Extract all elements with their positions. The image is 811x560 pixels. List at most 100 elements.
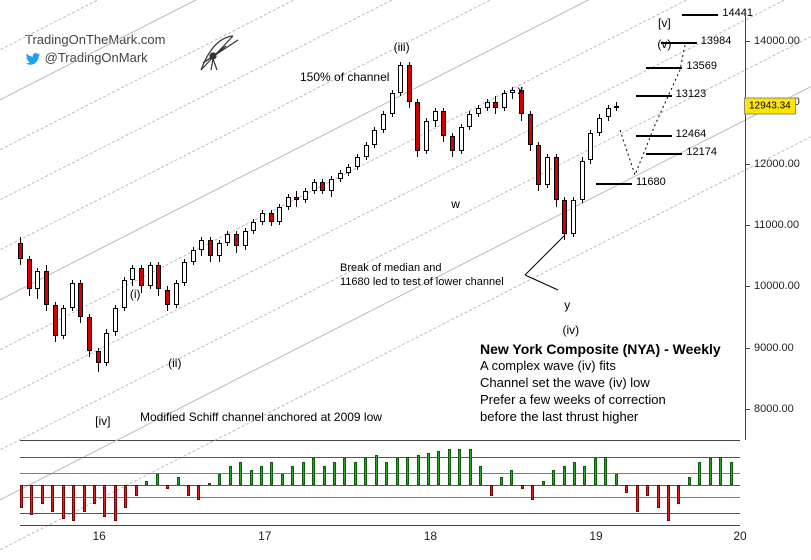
indicator-bar	[156, 474, 159, 485]
x-tick-label: 16	[93, 529, 106, 543]
chart-note-4: before the last thrust higher	[480, 409, 721, 426]
indicator-bar	[427, 453, 430, 485]
indicator-bar	[552, 470, 555, 485]
indicator-bar	[166, 485, 169, 489]
indicator-bar	[458, 449, 461, 485]
chart-title: New York Composite (NYA) - Weekly	[480, 340, 721, 358]
indicator-bar	[437, 451, 440, 485]
y-tick-label: 11000.00	[754, 219, 799, 231]
wave-label: [iv]	[95, 414, 110, 428]
indicator-level-line	[20, 513, 740, 514]
target-level-line	[661, 42, 697, 44]
last-price-badge: 12943.34	[744, 97, 796, 114]
channel-line	[0, 0, 811, 391]
y-tick-label: 10000.00	[754, 280, 800, 292]
indicator-bar	[709, 458, 712, 485]
indicator-bar	[490, 485, 493, 496]
indicator-bar	[291, 466, 294, 485]
x-tick-label: 19	[589, 529, 602, 543]
indicator-bar	[62, 485, 65, 519]
indicator-bar	[145, 481, 148, 485]
indicator-bar	[521, 485, 524, 489]
indicator-bar	[500, 477, 503, 485]
indicator-bar	[396, 458, 399, 485]
x-axis: 1617181920	[20, 525, 740, 546]
target-level-line	[646, 67, 682, 69]
target-level-value: 12174	[686, 146, 717, 158]
indicator-bar	[124, 485, 127, 508]
indicator-bar	[135, 485, 138, 496]
x-tick-label: 20	[733, 529, 746, 543]
break-annotation-2: 11680 led to test of lower channel	[340, 276, 504, 288]
indicator-bar	[469, 449, 472, 485]
indicator-bar	[250, 470, 253, 485]
indicator-bar	[281, 474, 284, 485]
indicator-bar	[41, 485, 44, 504]
indicator-bar	[657, 485, 660, 508]
indicator-bar	[719, 457, 722, 486]
channel-line	[0, 0, 811, 41]
y-tick-label: 9000.00	[754, 342, 794, 354]
indicator-bar	[218, 474, 221, 485]
indicator-bar	[698, 462, 701, 485]
indicator-bar	[20, 485, 23, 508]
wave-label: (iii)	[394, 40, 410, 54]
indicator-bar	[406, 457, 409, 486]
indicator-level-line	[20, 485, 740, 486]
indicator-bar	[542, 481, 545, 485]
indicator-bar	[563, 466, 566, 485]
indicator-bar	[364, 458, 367, 485]
indicator-bar	[239, 462, 242, 485]
indicator-bar	[323, 466, 326, 485]
chart-description: New York Composite (NYA) - Weekly A comp…	[480, 340, 721, 426]
target-level-value: 12464	[676, 128, 707, 140]
indicator-bar	[114, 485, 117, 521]
indicator-bar	[583, 466, 586, 485]
indicator-bar	[72, 485, 75, 521]
indicator-bar	[531, 485, 534, 500]
indicator-level-line	[20, 457, 740, 458]
indicator-bar	[448, 449, 451, 485]
y-axis: 8000.009000.0010000.0011000.0012000.0013…	[745, 10, 806, 440]
wave-label: y	[564, 298, 570, 312]
target-level-line	[636, 135, 672, 137]
indicator-bar	[417, 455, 420, 485]
indicator-bar	[229, 466, 232, 485]
indicator-bar	[688, 477, 691, 485]
indicator-bar	[677, 485, 680, 504]
wave-label: [v]	[658, 16, 671, 30]
target-level-line	[596, 183, 632, 185]
y-tick-label: 12000.00	[754, 158, 800, 170]
x-tick-label: 18	[424, 529, 437, 543]
indicator-bar	[343, 458, 346, 485]
indicator-bar	[354, 462, 357, 485]
chart-note-1: A complex wave (iv) fits	[480, 358, 721, 375]
indicator-level-line	[20, 497, 740, 498]
target-level-line	[636, 95, 672, 97]
target-level-value: 11680	[636, 176, 666, 188]
indicator-bar	[594, 458, 597, 485]
indicator-bar	[667, 485, 670, 521]
indicator-bar	[197, 485, 200, 500]
schiff-annotation: Modified Schiff channel anchored at 2009…	[140, 410, 382, 424]
indicator-bar	[375, 455, 378, 485]
target-level-line	[682, 14, 718, 16]
channel-top-annotation: 150% of channel	[300, 70, 389, 84]
indicator-bar	[510, 470, 513, 485]
wave-label: (ii)	[168, 356, 181, 370]
wave-label: x	[517, 83, 523, 97]
wave-label: w	[451, 197, 460, 211]
indicator-bar	[730, 462, 733, 485]
indicator-bar	[312, 458, 315, 485]
target-level-value: 13123	[676, 88, 707, 100]
indicator-bar	[573, 462, 576, 485]
indicator-bar	[646, 485, 649, 496]
indicator-panel	[20, 445, 740, 525]
indicator-bar	[625, 485, 628, 493]
indicator-bar	[302, 462, 305, 485]
chart-note-3: Prefer a few weeks of correction	[480, 392, 721, 409]
indicator-bar	[51, 485, 54, 512]
target-level-line	[646, 153, 682, 155]
indicator-bar	[30, 485, 33, 515]
wave-label: (iv)	[562, 323, 579, 337]
